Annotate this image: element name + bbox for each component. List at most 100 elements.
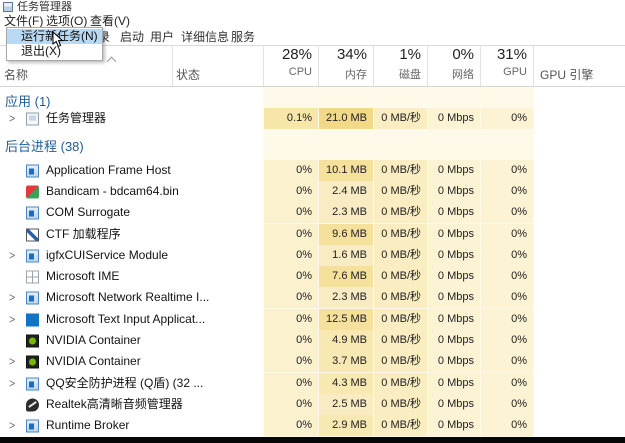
process-row[interactable]: Microsoft Text Input Applicat... 0% 12.5… xyxy=(0,309,625,330)
cpu-cell: 0% xyxy=(264,266,318,287)
menu-options[interactable]: 选项(O) xyxy=(46,14,88,28)
menu-view[interactable]: 查看(V) xyxy=(90,14,130,28)
column-header-network[interactable]: 网络 xyxy=(452,69,474,81)
column-header-name[interactable]: 名称 xyxy=(4,68,29,82)
cpu-cell: 0% xyxy=(264,202,318,223)
memory-cell: 4.9 MB xyxy=(319,330,373,351)
expand-chevron-icon[interactable] xyxy=(9,313,16,326)
network-cell: 0 Mbps xyxy=(428,202,480,223)
column-header-gpu[interactable]: GPU xyxy=(503,66,527,78)
task-manager-process-icon xyxy=(26,112,39,125)
process-row[interactable]: Bandicam - bdcam64.bin 0% 2.4 MB 0 MB/秒 … xyxy=(0,181,625,202)
section-background-processes[interactable]: 后台进程 (38) xyxy=(5,139,84,154)
menu-file[interactable]: 文件(F) xyxy=(4,14,44,28)
network-cell: 0 Mbps xyxy=(428,224,480,245)
memory-cell: 2.9 MB xyxy=(319,415,373,436)
gpu-cell: 0% xyxy=(481,351,533,372)
memory-cell: 1.6 MB xyxy=(319,245,373,266)
nvidia-icon xyxy=(26,334,39,347)
column-separator xyxy=(480,46,481,86)
ctf-loader-icon xyxy=(26,228,39,241)
app-window-icon xyxy=(26,164,39,177)
disk-cell: 0 MB/秒 xyxy=(374,351,427,372)
process-row[interactable]: COM Surrogate 0% 2.3 MB 0 MB/秒 0 Mbps 0% xyxy=(0,202,625,223)
process-name: Microsoft IME xyxy=(46,269,120,283)
memory-total-percent[interactable]: 34% xyxy=(336,46,367,63)
network-total-percent[interactable]: 0% xyxy=(452,46,474,63)
network-cell: 0 Mbps xyxy=(428,266,480,287)
process-row[interactable]: CTF 加载程序 0% 9.6 MB 0 MB/秒 0 Mbps 0% xyxy=(0,224,625,245)
tab-users[interactable]: 用户 xyxy=(150,30,175,44)
tab-services[interactable]: 服务 xyxy=(231,30,256,44)
column-separator xyxy=(172,46,173,86)
expand-chevron-icon[interactable] xyxy=(9,249,16,262)
process-row[interactable]: igfxCUIService Module 0% 1.6 MB 0 MB/秒 0… xyxy=(0,245,625,266)
column-header-memory[interactable]: 内存 xyxy=(345,69,367,81)
column-separator xyxy=(533,46,534,86)
disk-cell: 0 MB/秒 xyxy=(374,108,427,129)
expand-chevron-icon[interactable] xyxy=(9,377,16,390)
process-row[interactable]: NVIDIA Container 0% 3.7 MB 0 MB/秒 0 Mbps… xyxy=(0,351,625,372)
process-row[interactable]: Microsoft Network Realtime I... 0% 2.3 M… xyxy=(0,287,625,308)
expand-chevron-icon[interactable] xyxy=(9,112,16,125)
cpu-cell: 0% xyxy=(264,373,318,394)
memory-cell: 12.5 MB xyxy=(319,309,373,330)
cpu-total-percent[interactable]: 28% xyxy=(281,46,312,63)
cpu-cell: 0% xyxy=(264,160,318,181)
gpu-cell: 0% xyxy=(481,202,533,223)
process-row[interactable]: QQ安全防护进程 (Q盾) (32 ... 0% 4.3 MB 0 MB/秒 0… xyxy=(0,373,625,394)
gpu-cell: 0% xyxy=(481,266,533,287)
menu-item-exit[interactable]: 退出(X) xyxy=(21,44,61,58)
memory-cell: 2.5 MB xyxy=(319,394,373,415)
column-header-disk[interactable]: 磁盘 xyxy=(399,69,421,81)
bandicam-icon xyxy=(26,185,39,198)
process-name: NVIDIA Container xyxy=(46,333,141,347)
window-title: 任务管理器 xyxy=(17,1,72,13)
app-window-icon xyxy=(26,291,39,304)
disk-cell: 0 MB/秒 xyxy=(374,160,427,181)
memory-cell: 7.6 MB xyxy=(319,266,373,287)
gpu-total-percent[interactable]: 31% xyxy=(496,46,527,63)
process-name: Microsoft Network Realtime I... xyxy=(46,290,210,304)
column-header-status[interactable]: 状态 xyxy=(176,68,201,82)
gpu-cell: 0% xyxy=(481,181,533,202)
process-name: 任务管理器 xyxy=(46,111,107,125)
tab-details[interactable]: 详细信息 xyxy=(181,30,230,44)
cpu-cell: 0% xyxy=(264,309,318,330)
expand-chevron-icon[interactable] xyxy=(9,291,16,304)
column-separator xyxy=(318,46,319,86)
disk-total-percent[interactable]: 1% xyxy=(399,46,421,63)
process-row[interactable]: NVIDIA Container 0% 4.9 MB 0 MB/秒 0 Mbps… xyxy=(0,330,625,351)
process-row[interactable]: Realtek高清晰音频管理器 0% 2.5 MB 0 MB/秒 0 Mbps … xyxy=(0,394,625,415)
memory-cell: 21.0 MB xyxy=(319,108,373,129)
memory-cell: 3.7 MB xyxy=(319,351,373,372)
tab-startup[interactable]: 启动 xyxy=(120,30,145,44)
expand-chevron-icon[interactable] xyxy=(9,355,16,368)
process-row[interactable]: Microsoft IME 0% 7.6 MB 0 MB/秒 0 Mbps 0% xyxy=(0,266,625,287)
network-cell: 0 Mbps xyxy=(428,160,480,181)
process-name: QQ安全防护进程 (Q盾) (32 ... xyxy=(46,376,204,390)
column-header-cpu[interactable]: CPU xyxy=(288,66,312,78)
process-row[interactable]: Runtime Broker 0% 2.9 MB 0 MB/秒 0 Mbps 0… xyxy=(0,415,625,436)
process-row[interactable]: 任务管理器 0.1% 21.0 MB 0 MB/秒 0 Mbps 0% xyxy=(0,108,625,129)
network-cell: 0 Mbps xyxy=(428,309,480,330)
cpu-cell: 0.1% xyxy=(264,108,318,129)
disk-cell: 0 MB/秒 xyxy=(374,373,427,394)
network-cell: 0 Mbps xyxy=(428,373,480,394)
realtek-audio-icon xyxy=(26,398,39,411)
section-apps[interactable]: 应用 (1) xyxy=(5,94,51,109)
expand-chevron-icon[interactable] xyxy=(9,419,16,432)
cpu-cell: 0% xyxy=(264,245,318,266)
process-row[interactable]: Application Frame Host 0% 10.1 MB 0 MB/秒… xyxy=(0,160,625,181)
gpu-cell: 0% xyxy=(481,415,533,436)
qq-shield-icon xyxy=(26,377,39,390)
microsoft-ime-icon xyxy=(26,270,39,283)
process-name: CTF 加载程序 xyxy=(46,227,121,241)
cpu-cell: 0% xyxy=(264,224,318,245)
column-header-gpu-engine[interactable]: GPU 引擎 xyxy=(540,68,594,82)
network-cell: 0 Mbps xyxy=(428,351,480,372)
process-name: NVIDIA Container xyxy=(46,354,141,368)
network-cell: 0 Mbps xyxy=(428,330,480,351)
network-cell: 0 Mbps xyxy=(428,245,480,266)
